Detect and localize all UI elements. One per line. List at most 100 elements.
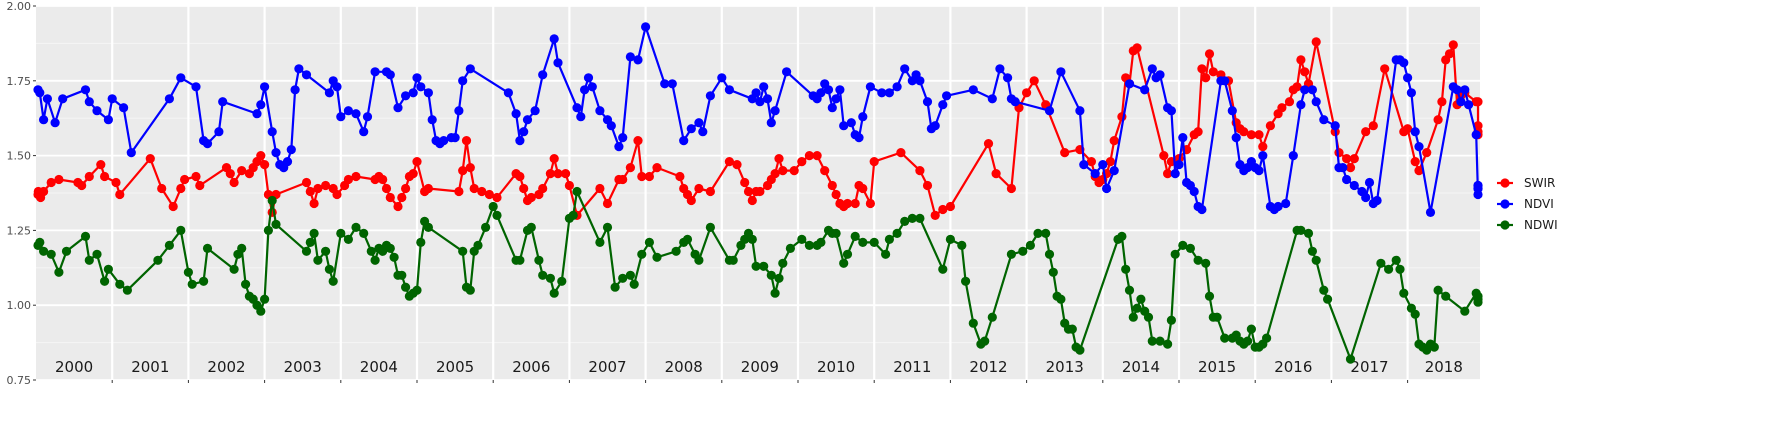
ndvi-point	[1300, 85, 1310, 95]
ndvi-point	[1273, 201, 1283, 212]
ndvi-point	[271, 148, 281, 158]
swir-point	[991, 169, 1001, 179]
swir-point	[1277, 103, 1287, 113]
ndwi-point	[572, 186, 582, 197]
ndvi-point	[359, 127, 369, 137]
ndvi-point	[1452, 85, 1462, 95]
ndvi-point	[416, 82, 426, 92]
ndwi-point	[492, 210, 502, 220]
ndvi-point	[1281, 198, 1291, 209]
ndvi-point	[50, 118, 60, 128]
swir-point	[1163, 169, 1173, 179]
swir-point	[1414, 166, 1424, 176]
swir-point	[865, 198, 876, 209]
ndwi-point	[831, 228, 841, 238]
ndvi-point	[408, 88, 418, 98]
ndvi-point	[766, 118, 776, 128]
swir-point	[477, 186, 487, 197]
swir-point	[309, 198, 319, 209]
ndwi-point	[366, 246, 376, 256]
swir-point	[145, 154, 155, 164]
swir-point	[1201, 73, 1211, 83]
year-label: 2007	[588, 358, 626, 376]
ndwi-point	[618, 273, 628, 283]
ndvi-point	[1124, 79, 1135, 89]
ndvi-point	[686, 124, 696, 134]
swir-point	[111, 177, 121, 188]
ndwi-point	[797, 234, 807, 244]
swir-point	[625, 163, 636, 173]
swir-point	[1159, 151, 1169, 161]
ndvi-point	[1227, 106, 1237, 116]
ndwi-point	[1345, 354, 1356, 364]
swir-point	[938, 204, 948, 215]
swir-point	[858, 183, 868, 194]
ndwi-point	[1201, 258, 1211, 268]
ndvi-point	[625, 52, 636, 62]
year-label: 2012	[969, 358, 1007, 376]
ndvi-point	[549, 34, 559, 44]
ndvi-point	[1311, 97, 1321, 107]
ndvi-point	[336, 112, 346, 122]
ndvi-point	[176, 73, 186, 83]
swir-point	[618, 174, 628, 185]
swir-point	[526, 192, 536, 203]
ndvi-point	[1155, 70, 1165, 80]
swir-point	[229, 177, 239, 188]
ndvi-point	[606, 121, 616, 131]
ndwi-point	[39, 246, 49, 256]
ndwi-point	[766, 270, 776, 280]
ndwi-point	[534, 255, 544, 265]
swir-point	[1208, 67, 1218, 77]
swir-point	[675, 171, 685, 182]
swir-point	[1086, 157, 1096, 167]
ndwi-point	[1006, 249, 1017, 259]
x-axis	[111, 380, 1409, 383]
ndvi-point	[92, 106, 102, 116]
ndvi-point	[1010, 97, 1020, 107]
ndvi-point	[1403, 73, 1413, 83]
legend-label: SWIR	[1524, 176, 1555, 190]
year-label: 2018	[1425, 358, 1463, 376]
swir-point	[820, 166, 830, 176]
y-tick-label: 0.75	[7, 374, 32, 387]
swir-point	[740, 177, 750, 188]
ndvi-point	[968, 85, 978, 95]
ndwi-point	[46, 249, 56, 259]
swir-point	[237, 166, 247, 176]
ndwi-point	[1056, 294, 1066, 304]
ndvi-point	[865, 82, 876, 92]
ndwi-point	[1311, 255, 1321, 265]
ndvi-point	[995, 64, 1005, 74]
ndwi-point	[301, 246, 312, 256]
legend-key-point	[1500, 220, 1510, 230]
swir-point	[1473, 97, 1483, 107]
ndvi-point	[915, 76, 925, 86]
swir-point	[869, 157, 879, 167]
ndwi-point	[397, 270, 407, 280]
swir-point	[454, 186, 464, 197]
ndvi-point	[614, 142, 624, 152]
swir-point	[812, 151, 822, 161]
swir-point	[1060, 148, 1070, 158]
ndwi-point	[35, 237, 45, 247]
ndwi-point	[785, 243, 796, 253]
ndvi-point	[286, 145, 296, 155]
ndvi-point	[835, 85, 845, 95]
year-label: 2005	[436, 358, 474, 376]
ndwi-point	[260, 294, 270, 304]
swir-point	[842, 198, 853, 209]
year-label: 2009	[741, 358, 779, 376]
swir-point	[1349, 154, 1359, 164]
ndwi-point	[389, 252, 399, 262]
series-ndwi	[33, 186, 1483, 364]
ndwi-point	[1399, 288, 1409, 298]
ndwi-point	[1395, 264, 1405, 274]
swir-point	[804, 151, 815, 161]
ndwi-point	[1460, 306, 1470, 316]
ndvi-point	[1109, 166, 1119, 176]
y-tick-label: 1.75	[7, 75, 32, 88]
ndwi-point	[1243, 336, 1253, 346]
ndvi-point	[351, 109, 361, 119]
ndwi-point	[770, 288, 780, 298]
